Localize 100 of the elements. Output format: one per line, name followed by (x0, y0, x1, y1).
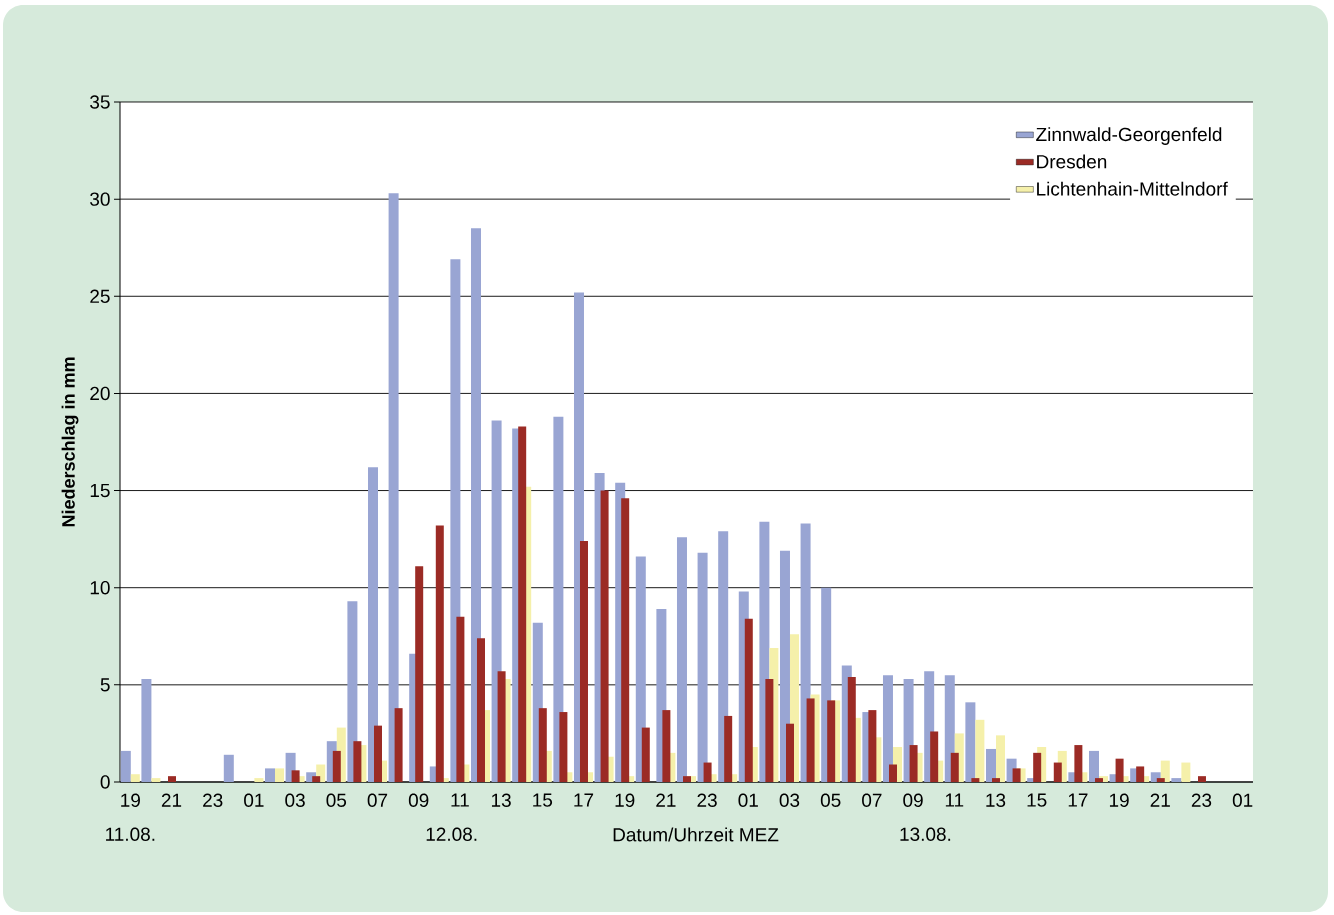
bar (1136, 766, 1145, 782)
y-tick-label: 5 (100, 678, 110, 692)
y-tick-label: 20 (90, 386, 110, 401)
bar (1156, 778, 1165, 782)
text: 13.08. (900, 827, 951, 841)
bar (635, 556, 646, 782)
bar (1074, 745, 1083, 782)
x-tick-label: 23 (697, 793, 717, 807)
x-tick-label: 23 (203, 793, 223, 807)
bar (985, 748, 996, 782)
x-tick-label: 01 (738, 793, 758, 807)
bar (697, 552, 708, 782)
bar (559, 712, 568, 782)
bar (435, 525, 444, 782)
y-tick-label: 35 (90, 95, 110, 109)
x-tick-label: 05 (820, 793, 841, 807)
bar (1053, 762, 1062, 782)
bar (1197, 776, 1206, 782)
x-tick-label: 09 (903, 793, 923, 807)
x-tick-label: 21 (161, 793, 182, 807)
x-tick-label: 23 (1191, 793, 1212, 807)
y-tick-label: 15 (90, 483, 110, 498)
bar (579, 541, 588, 782)
bar (641, 727, 650, 782)
bar (394, 708, 403, 782)
bar (703, 762, 712, 782)
x-tick-label: 09 (408, 793, 429, 807)
legend-label: Zinnwald-Georgenfeld (1036, 127, 1222, 145)
bar (265, 768, 275, 782)
x-axis-title: Datum/Uhrzeit MEZ (613, 827, 779, 842)
bar (882, 675, 893, 782)
bar (415, 566, 424, 782)
bar (553, 416, 564, 782)
bar (785, 723, 794, 782)
bar (476, 638, 485, 782)
bar (1094, 778, 1103, 782)
bar (975, 719, 985, 782)
bar (765, 679, 774, 782)
bar (682, 776, 691, 782)
x-tick-label: 11 (945, 793, 964, 807)
bar (971, 778, 980, 782)
x-tick-label: 03 (285, 793, 305, 807)
bar (332, 750, 341, 782)
bar (456, 616, 465, 782)
bar (388, 193, 399, 782)
x-tick-label: 15 (533, 793, 553, 807)
bar (1160, 760, 1170, 782)
x-tick-label: 17 (1068, 793, 1088, 807)
y-tick-label: 30 (90, 192, 110, 206)
x-tick-label: 05 (326, 793, 347, 807)
bar (868, 710, 877, 782)
bar (1115, 758, 1124, 782)
bar (1012, 768, 1021, 782)
bar (141, 679, 152, 782)
legend-label: Dresden (1037, 154, 1107, 169)
bar (950, 752, 959, 782)
bar (497, 671, 506, 782)
y-tick-label: 10 (90, 580, 110, 595)
bar (291, 770, 300, 782)
bar (223, 754, 234, 782)
bar (676, 537, 687, 782)
bar (1181, 762, 1191, 782)
x-tick-label: 17 (574, 793, 594, 807)
bar (518, 426, 527, 782)
bar (847, 677, 856, 782)
bar (368, 467, 378, 782)
bar (312, 776, 321, 782)
bar (806, 698, 815, 782)
bar (1088, 750, 1099, 782)
bar (888, 764, 897, 782)
bar (347, 601, 358, 782)
bar (600, 490, 609, 782)
bar (930, 731, 939, 782)
bar (1171, 778, 1182, 782)
x-tick-label: 07 (367, 793, 388, 807)
bar (827, 700, 836, 782)
x-tick-label: 21 (1150, 793, 1170, 807)
x-tick-label: 15 (1027, 793, 1047, 807)
bar (909, 745, 918, 782)
x-tick-label: 01 (244, 793, 264, 807)
bar (1033, 752, 1042, 782)
bar (621, 498, 630, 782)
bar (744, 618, 753, 782)
y-axis-title: Niederschlag in mm (61, 357, 79, 527)
x-tick-label: 21 (656, 793, 676, 807)
x-tick-label: 01 (1232, 793, 1253, 807)
bar (254, 778, 264, 782)
bar (353, 741, 362, 782)
bar (130, 774, 140, 782)
bar (965, 702, 976, 782)
x-tick-label: 11 (451, 793, 469, 807)
bar (538, 708, 547, 782)
y-tick-label: 0 (100, 775, 110, 789)
x-tick-label: 03 (779, 793, 800, 807)
text: 12.08. (426, 827, 477, 841)
x-tick-label: 19 (121, 793, 140, 807)
bar (662, 710, 671, 782)
bar (168, 776, 177, 782)
x-tick-label: 13 (491, 793, 511, 807)
bar (995, 735, 1005, 782)
